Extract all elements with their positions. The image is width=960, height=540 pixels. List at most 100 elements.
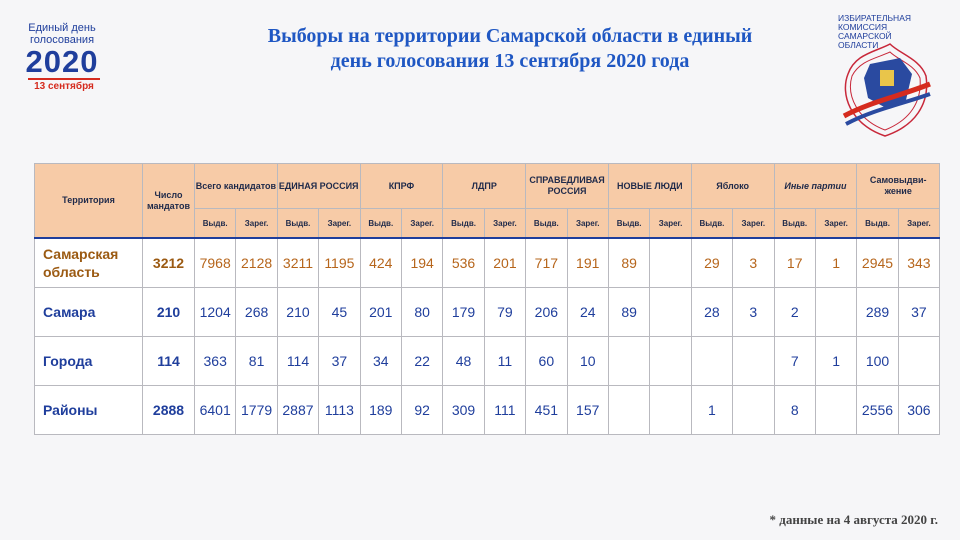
value-cell <box>814 385 858 435</box>
value-cell: 268 <box>235 287 278 337</box>
value-cell: 17 <box>773 237 816 288</box>
subheader-nominated: Выдв. <box>607 208 651 239</box>
subheader-registered: Зарег. <box>400 208 444 239</box>
subheader-nominated: Выдв. <box>193 208 237 239</box>
header-yabloko: Яблоко <box>690 163 775 209</box>
value-cell: 1204 <box>193 287 237 337</box>
header-self-nominated: Самовыдви-жение <box>856 163 941 209</box>
value-cell: 100 <box>856 336 899 386</box>
value-cell: 114 <box>276 336 320 386</box>
value-cell: 34 <box>359 336 402 386</box>
subheader-registered: Зарег. <box>732 208 775 239</box>
value-cell: 2128 <box>235 237 278 288</box>
value-cell <box>814 287 858 337</box>
header-mandates: Число мандатов <box>142 163 195 239</box>
value-cell: 45 <box>318 287 361 337</box>
value-cell: 111 <box>483 385 527 435</box>
value-cell: 1 <box>690 385 734 435</box>
page-title: Выборы на территории Самарской области в… <box>150 24 870 74</box>
results-table: Территория Число мандатов Всего кандидат… <box>34 163 941 435</box>
subheader-nominated: Выдв. <box>442 208 485 239</box>
header-other-parties: Иные партии <box>773 163 858 209</box>
value-cell: 2 <box>773 287 816 337</box>
value-cell <box>649 287 692 337</box>
value-cell <box>649 385 692 435</box>
value-cell: 81 <box>235 336 278 386</box>
value-cell <box>607 336 651 386</box>
value-cell: 289 <box>856 287 899 337</box>
subheader-nominated: Выдв. <box>276 208 320 239</box>
territory-cell: Города <box>34 336 143 386</box>
value-cell: 424 <box>359 237 402 288</box>
value-cell <box>897 336 941 386</box>
header-territory: Территория <box>34 163 143 239</box>
value-cell: 2945 <box>856 237 899 288</box>
value-cell: 1779 <box>235 385 278 435</box>
value-cell <box>732 385 775 435</box>
results-table-wrapper: Территория Число мандатов Всего кандидат… <box>34 163 941 435</box>
logo-line2: голосования <box>29 34 95 46</box>
subheader-nominated: Выдв. <box>773 208 816 239</box>
value-cell: 48 <box>442 336 485 386</box>
value-cell: 189 <box>359 385 402 435</box>
value-cell: 306 <box>897 385 941 435</box>
value-cell <box>649 237 692 288</box>
value-cell: 60 <box>525 336 568 386</box>
table-body: Самарская область 3212 7968 2128 321 1 1195 424… <box>34 237 941 435</box>
title-line1: Выборы на территории Самарской области в… <box>267 25 753 47</box>
subheader-registered: Зарег. <box>318 208 361 239</box>
subheader-registered: Зарег. <box>814 208 858 239</box>
commission-name: ИЗБИРАТЕЛЬНАЯ КОМИССИЯ САМАРСКОЙ ОБЛАСТИ <box>838 13 912 50</box>
table-row: Самара 210 1204 268 210 45 201 80 179 79 206 24 89 28… <box>34 287 941 337</box>
header-new-people: НОВЫЕ ЛЮДИ <box>607 163 692 209</box>
value-cell: 1195 <box>318 237 361 288</box>
table-row: Города 114 363 81 114 37 34 22 48 11 60 10 7 1 100 <box>34 336 941 386</box>
subheader-registered: Зарег. <box>566 208 609 239</box>
subheader-registered: Зарег. <box>235 208 278 239</box>
value-cell: 201 <box>359 287 402 337</box>
value-cell: 201 <box>483 237 527 288</box>
election-day-logo: Единый день голосования 2020 13 сентября <box>14 22 124 102</box>
commission-emblem-icon <box>842 43 931 137</box>
value-cell: 1 <box>814 237 858 288</box>
subheader-registered: Зарег. <box>897 208 941 239</box>
election-commission-logo: ИЗБИРАТЕЛЬНАЯ КОМИССИЯ САМАРСКОЙ ОБЛАСТИ <box>830 14 940 144</box>
value-cell: 8 <box>773 385 816 435</box>
value-cell: 2556 <box>856 385 899 435</box>
value-cell: 24 <box>566 287 609 337</box>
value-cell: 451 <box>525 385 568 435</box>
title-line2: день голосования 13 сентября 2020 года <box>330 50 690 72</box>
value-cell: 191 <box>566 237 609 288</box>
value-cell: 37 <box>318 336 361 386</box>
value-cell: 80 <box>400 287 444 337</box>
territory-cell: Самарская область <box>34 237 143 288</box>
value-cell: 89 <box>607 287 651 337</box>
value-cell: 1113 <box>318 385 361 435</box>
value-cell: 1 <box>814 336 858 386</box>
header-united-russia: ЕДИНАЯ РОССИЯ <box>276 163 361 209</box>
value-cell: 29 <box>690 237 734 288</box>
mandates-cell: 114 <box>142 336 195 386</box>
value-cell: 157 <box>566 385 609 435</box>
value-cell: 37 <box>897 287 941 337</box>
footnote: * данные на 4 августа 2020 г. <box>769 512 939 527</box>
subheader-registered: Зарег. <box>483 208 527 239</box>
header-kprf: КПРФ <box>359 163 444 209</box>
subheader-nominated: Выдв. <box>856 208 899 239</box>
value-cell: 343 <box>897 237 941 288</box>
territory-cell: Районы <box>34 385 143 435</box>
subheader-nominated: Выдв. <box>525 208 568 239</box>
header-ldpr: ЛДПР <box>442 163 527 209</box>
header-fair-russia: СПРАВЕДЛИВАЯ РОССИЯ <box>525 163 609 209</box>
value-cell: 89 <box>607 237 651 288</box>
subheader-nominated: Выдв. <box>359 208 402 239</box>
table-row: Районы 2888 6401 1779 2887 1113 189 92 309 111 451… <box>34 385 941 435</box>
value-cell: 3 <box>732 237 775 288</box>
subheader-nominated: Выдв. <box>690 208 734 239</box>
mandates-cell: 2888 <box>142 385 195 435</box>
value-cell: 7968 <box>193 237 237 288</box>
mandates-cell: 3212 <box>142 237 195 288</box>
value-cell: 3 <box>732 287 775 337</box>
value-cell: 7 <box>773 336 816 386</box>
